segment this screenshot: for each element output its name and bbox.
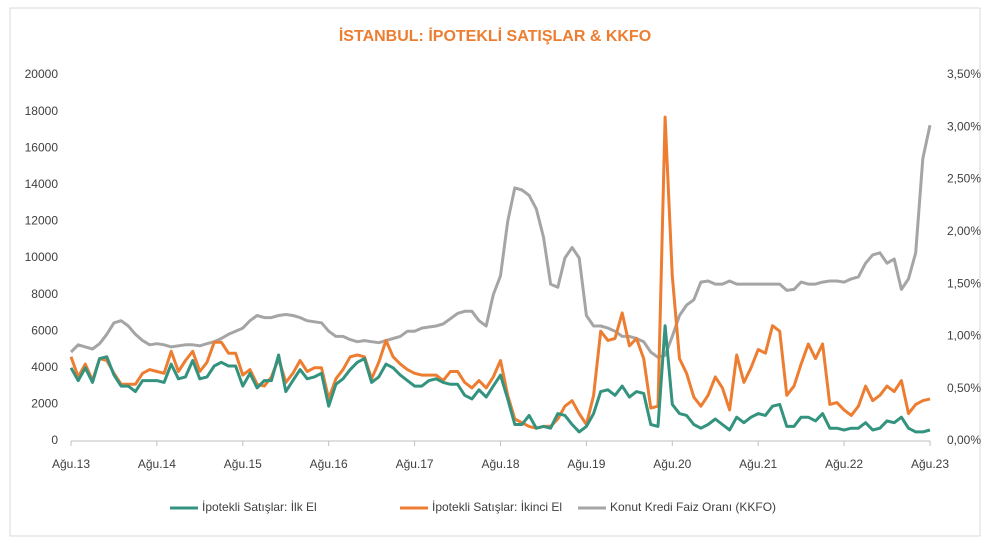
y-tick-label: 12000 xyxy=(25,214,59,228)
y-tick-label: 14000 xyxy=(25,177,59,191)
y2-tick-label: 0,00% xyxy=(947,433,981,447)
y-tick-label: 18000 xyxy=(25,104,59,118)
y2-tick-label: 1,50% xyxy=(947,276,981,290)
y-tick-label: 4000 xyxy=(31,360,58,374)
legend-label: İpotekli Satışlar: İlk El xyxy=(202,500,317,514)
y-tick-label: 0 xyxy=(51,433,58,447)
y2-tick-label: 3,00% xyxy=(947,119,981,133)
y2-tick-label: 2,50% xyxy=(947,172,981,186)
x-tick-label: Ağu.17 xyxy=(396,457,434,471)
x-tick-label: Ağu.22 xyxy=(825,457,863,471)
x-tick-label: Ağu.23 xyxy=(911,457,949,471)
legend-label: Konut Kredi Faiz Oranı (KKFO) xyxy=(610,500,776,514)
y2-tick-label: 0,50% xyxy=(947,381,981,395)
y-tick-label: 16000 xyxy=(25,140,59,154)
x-tick-label: Ağu.20 xyxy=(653,457,691,471)
y2-tick-label: 2,00% xyxy=(947,224,981,238)
y-tick-label: 2000 xyxy=(31,397,58,411)
x-tick-label: Ağu.18 xyxy=(481,457,519,471)
series-line xyxy=(69,324,931,434)
y2-tick-label: 1,00% xyxy=(947,329,981,343)
x-tick-label: Ağu.19 xyxy=(567,457,605,471)
chart-border xyxy=(9,7,981,537)
x-tick-label: Ağu.15 xyxy=(224,457,262,471)
chart-title: İSTANBUL: İPOTEKLİ SATIŞLAR & KKFO xyxy=(339,27,651,45)
y-tick-label: 10000 xyxy=(25,250,59,264)
y-tick-label: 20000 xyxy=(25,67,59,81)
x-tick-label: Ağu.14 xyxy=(138,457,176,471)
y-tick-label: 8000 xyxy=(31,287,58,301)
x-tick-label: Ağu.13 xyxy=(52,457,90,471)
legend-label: İpotekli Satışlar: İkinci El xyxy=(432,500,562,514)
y-tick-label: 6000 xyxy=(31,323,58,337)
x-tick-label: Ağu.16 xyxy=(310,457,348,471)
y2-tick-label: 3,50% xyxy=(947,67,981,81)
x-tick-label: Ağu.21 xyxy=(739,457,777,471)
series-line xyxy=(69,115,931,430)
